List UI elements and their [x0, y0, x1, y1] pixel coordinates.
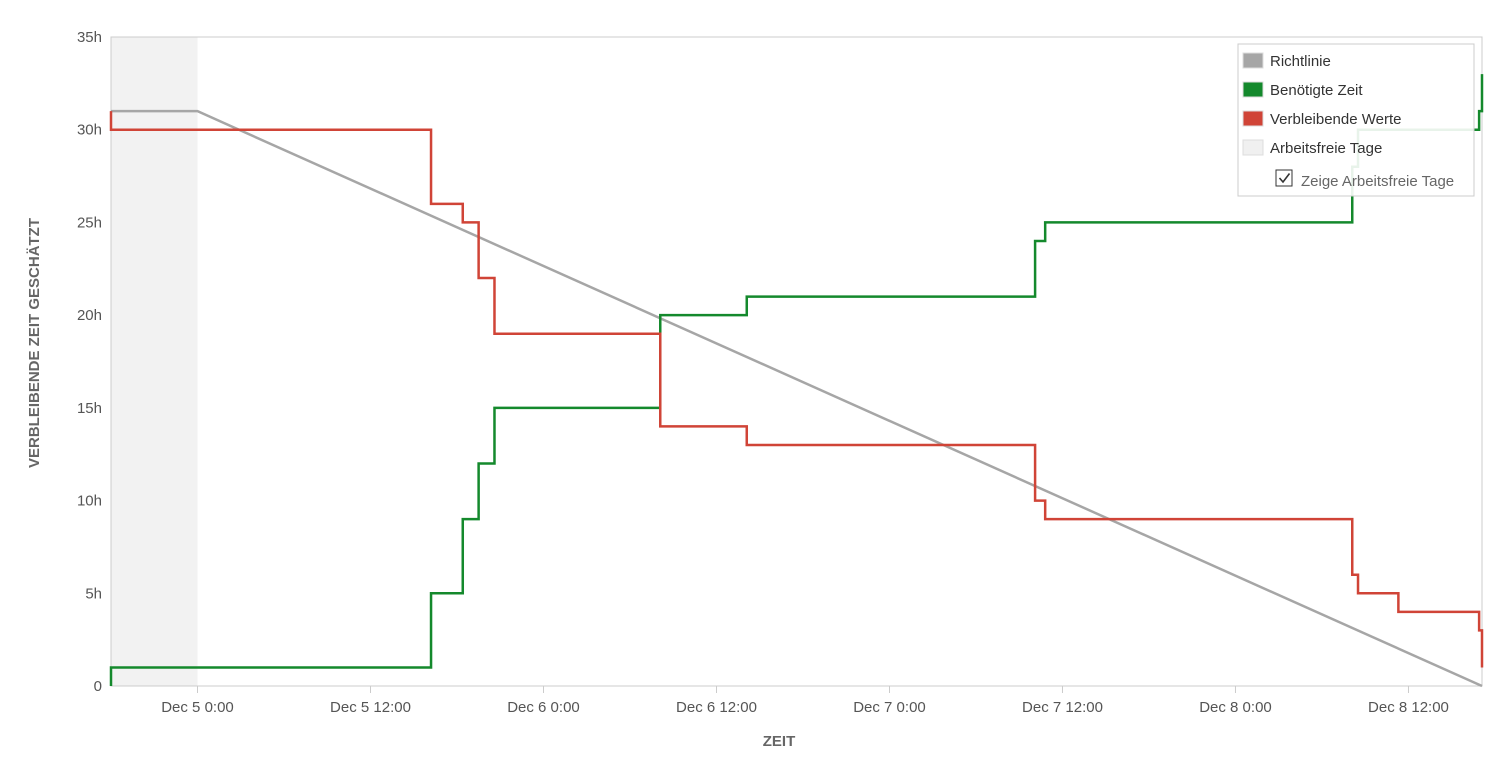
y-tick-label: 5h: [85, 585, 102, 602]
legend: Richtlinie Benötigte Zeit Verbleibende W…: [1237, 43, 1475, 197]
y-tick-label: 10h: [77, 493, 102, 510]
legend-label-richtlinie: Richtlinie: [1270, 53, 1331, 70]
x-tick-label: Dec 8 0:00: [1199, 699, 1272, 716]
y-tick-label: 20h: [77, 307, 102, 324]
legend-swatch-richtlinie: [1242, 52, 1264, 69]
plot-area-frame: [110, 36, 1483, 687]
legend-item-verbleibende-werte[interactable]: Verbleibende Werte: [1242, 110, 1401, 128]
legend-swatch-benoetigte-zeit: [1242, 81, 1264, 98]
x-tick-label: Dec 8 12:00: [1368, 699, 1449, 716]
y-tick-label: 25h: [77, 214, 102, 231]
x-tick-label: Dec 5 12:00: [330, 699, 411, 716]
y-axis-ticks: 0 5h 10h 15h 20h 25h 30h 35h: [77, 29, 102, 695]
non-working-period-0: [111, 37, 198, 686]
legend-label-arbeitsfreie-tage: Arbeitsfreie Tage: [1270, 140, 1382, 157]
x-tick-label: Dec 7 0:00: [853, 699, 926, 716]
y-tick-label: 30h: [77, 122, 102, 139]
y-tick-label: 35h: [77, 29, 102, 46]
legend-label-benoetigte-zeit: Benötigte Zeit: [1270, 82, 1363, 99]
show-non-working-days-toggle[interactable]: Zeige Arbeitsfreie Tage: [1275, 169, 1454, 190]
x-tick-label: Dec 6 0:00: [507, 699, 580, 716]
y-axis-title: VERBLEIBENDE ZEIT GESCHÄTZT: [26, 218, 43, 468]
non-working-days-layer: [111, 37, 198, 686]
legend-item-richtlinie[interactable]: Richtlinie: [1242, 52, 1331, 70]
x-axis-ticks: Dec 5 0:00 Dec 5 12:00 Dec 6 0:00 Dec 6 12:…: [161, 686, 1449, 716]
series-line-richtlinie: [111, 109, 1483, 688]
x-tick-label: Dec 7 12:00: [1022, 699, 1103, 716]
legend-item-benoetigte-zeit[interactable]: Benötigte Zeit: [1242, 81, 1363, 99]
y-tick-label: 15h: [77, 400, 102, 417]
legend-swatch-arbeitsfreie-tage: [1242, 139, 1264, 156]
legend-label-verbleibende-werte: Verbleibende Werte: [1270, 111, 1401, 128]
show-non-working-days-checkbox[interactable]: [1275, 169, 1293, 187]
show-non-working-days-label: Zeige Arbeitsfreie Tage: [1301, 173, 1454, 190]
x-tick-label: Dec 6 12:00: [676, 699, 757, 716]
y-tick-label: 0: [94, 678, 102, 695]
series-line-verbleibende-werte: [109, 111, 1484, 668]
x-axis-title: ZEIT: [763, 733, 796, 750]
checkmark-icon: [1278, 173, 1291, 184]
legend-item-arbeitsfreie-tage[interactable]: Arbeitsfreie Tage: [1242, 139, 1382, 157]
legend-swatch-verbleibende-werte: [1242, 110, 1264, 127]
x-tick-label: Dec 5 0:00: [161, 699, 234, 716]
